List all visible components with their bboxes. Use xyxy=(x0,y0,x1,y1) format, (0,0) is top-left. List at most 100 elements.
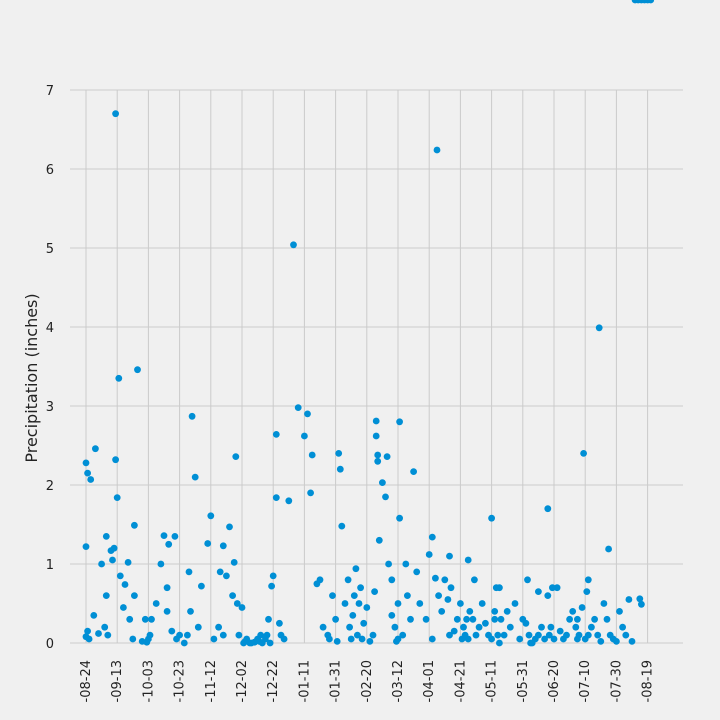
data-point xyxy=(394,635,402,643)
data-point xyxy=(391,623,399,631)
data-point xyxy=(347,635,355,643)
data-point xyxy=(163,584,171,592)
y-tick-label: 4 xyxy=(46,321,54,336)
data-point xyxy=(538,623,545,631)
data-point xyxy=(235,631,243,639)
data-point xyxy=(104,631,112,639)
data-point xyxy=(583,588,591,595)
data-point xyxy=(600,600,608,607)
data-point xyxy=(464,556,472,564)
data-point xyxy=(85,635,93,643)
data-point xyxy=(466,608,474,615)
x-tick-label: -04-21 xyxy=(453,660,468,702)
data-point xyxy=(563,631,570,639)
data-point xyxy=(272,431,280,438)
data-point xyxy=(478,600,486,607)
data-point xyxy=(516,635,524,643)
data-point xyxy=(92,445,99,453)
x-tick-label: -10-03 xyxy=(141,660,156,702)
x-tick-label: -01-31 xyxy=(329,660,344,702)
data-point xyxy=(432,574,439,582)
data-point xyxy=(285,497,293,505)
data-point xyxy=(350,592,358,599)
data-point xyxy=(535,631,542,639)
data-point xyxy=(210,635,218,643)
y-tick-label: 0 xyxy=(46,637,54,652)
data-point xyxy=(591,615,598,623)
data-point xyxy=(307,489,314,497)
data-point xyxy=(488,635,495,643)
data-point xyxy=(269,572,277,580)
data-point xyxy=(382,493,389,501)
data-point xyxy=(379,479,386,486)
x-tick-labels: -08-24 -09-13 -10-03 -10-23 -11-12 -12-02 -12-… xyxy=(79,660,656,702)
data-point xyxy=(497,615,505,623)
data-point xyxy=(113,494,121,501)
data-point xyxy=(112,456,119,464)
x-tick-label: -08-19 xyxy=(641,660,656,702)
data-point xyxy=(163,608,171,615)
data-point xyxy=(121,581,129,588)
data-point xyxy=(580,450,587,457)
data-point xyxy=(422,615,430,623)
data-point xyxy=(472,631,480,639)
data-point xyxy=(396,514,403,522)
data-point xyxy=(494,631,502,639)
x-gridlines xyxy=(85,90,649,643)
data-point xyxy=(360,619,368,627)
data-point xyxy=(525,631,533,639)
data-point xyxy=(447,584,455,592)
data-point xyxy=(613,638,620,645)
data-point xyxy=(180,639,188,647)
data-point xyxy=(441,576,449,584)
data-point xyxy=(82,543,90,550)
data-point xyxy=(116,572,124,580)
data-point xyxy=(204,540,212,547)
data-point xyxy=(506,623,514,631)
data-point xyxy=(522,619,530,627)
data-point xyxy=(301,432,308,440)
data-point xyxy=(232,453,240,460)
data-point xyxy=(605,545,612,553)
y-tick-label: 3 xyxy=(46,400,54,415)
data-point xyxy=(332,615,339,623)
data-point xyxy=(346,623,353,631)
data-point xyxy=(129,635,137,643)
data-point xyxy=(168,627,176,635)
data-point xyxy=(338,522,346,530)
y-gridlines xyxy=(70,89,683,644)
data-point xyxy=(134,366,141,374)
data-point xyxy=(198,582,205,590)
data-point xyxy=(446,552,453,560)
data-point xyxy=(219,542,227,550)
x-tick-label: -11-12 xyxy=(204,660,219,702)
data-point xyxy=(344,576,352,584)
data-point xyxy=(115,374,123,382)
data-point xyxy=(469,615,477,623)
data-point xyxy=(553,584,561,592)
data-point xyxy=(500,631,508,639)
data-point xyxy=(265,615,272,623)
data-point xyxy=(464,635,472,643)
data-point xyxy=(335,450,343,457)
data-point xyxy=(223,572,230,580)
data-point xyxy=(349,612,357,619)
data-point xyxy=(446,631,453,639)
data-point xyxy=(238,604,246,611)
data-point xyxy=(294,404,302,411)
data-point xyxy=(280,635,288,643)
data-point xyxy=(425,551,433,558)
data-point xyxy=(399,631,407,639)
data-point xyxy=(460,623,467,631)
data-point xyxy=(146,631,154,639)
data-point xyxy=(266,639,274,647)
data-point xyxy=(191,473,199,481)
data-point xyxy=(187,608,194,615)
data-point xyxy=(435,592,442,599)
data-point xyxy=(578,604,586,611)
data-point xyxy=(102,592,110,599)
data-point xyxy=(95,630,102,637)
data-point xyxy=(148,615,155,623)
data-point xyxy=(584,576,592,584)
x-tick-label: -01-11 xyxy=(297,660,312,702)
